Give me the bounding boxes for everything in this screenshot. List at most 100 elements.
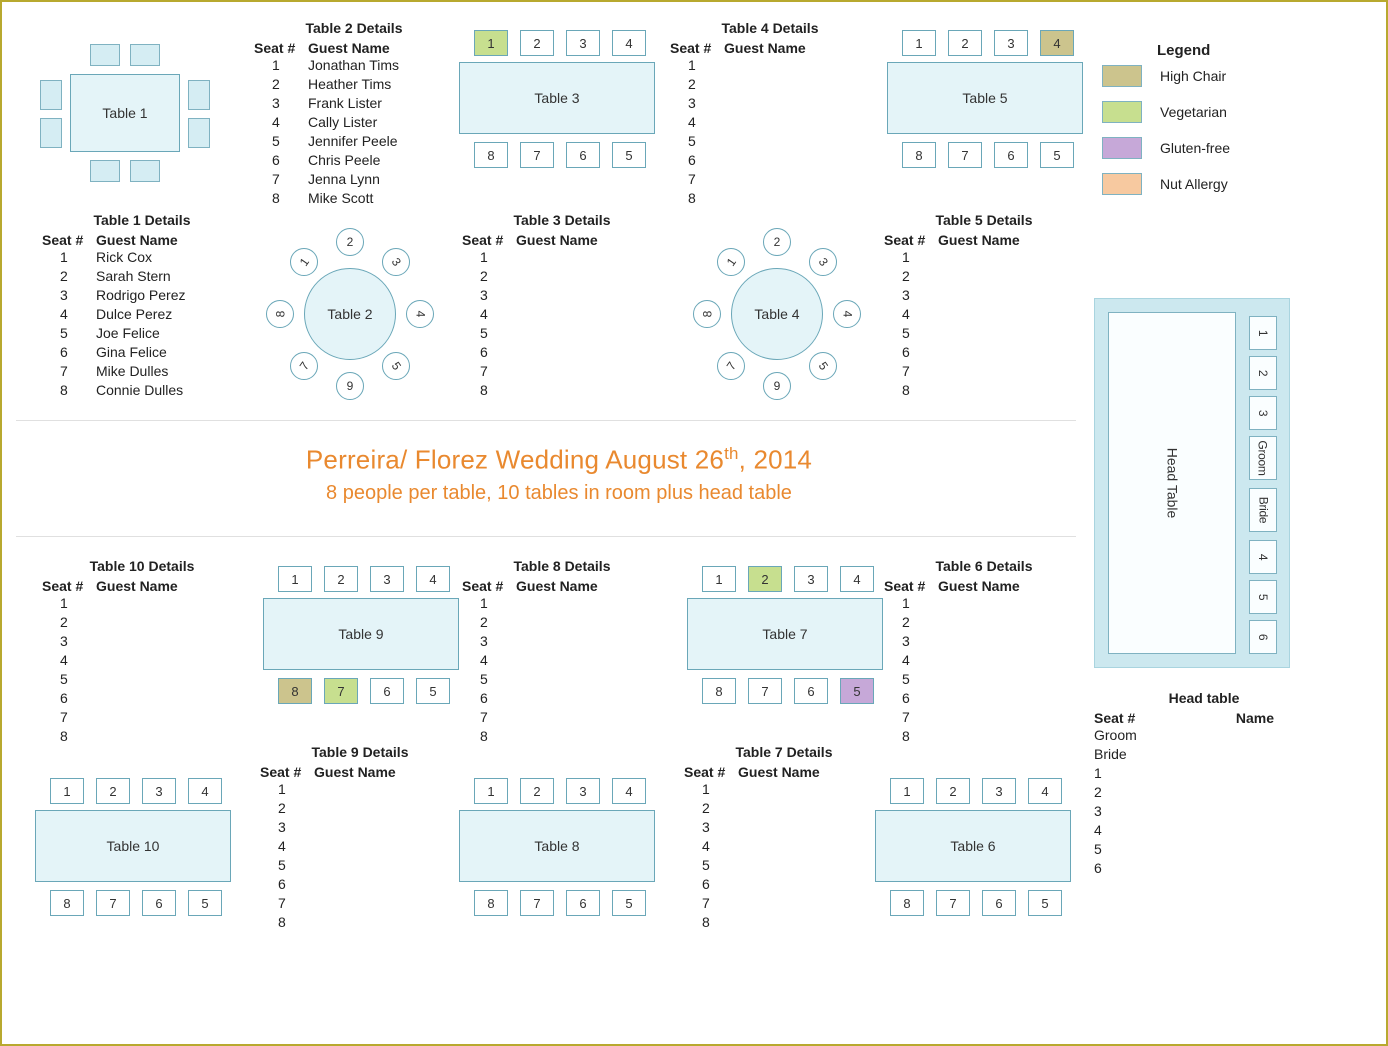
head-row: 1 bbox=[1094, 764, 1314, 783]
guest-rows: 12345678 bbox=[42, 594, 242, 746]
seat-5: 5 bbox=[809, 352, 837, 380]
guest-row: 4 bbox=[884, 651, 1084, 670]
seat-1: 1 bbox=[890, 778, 924, 804]
legend-label: Nut Allergy bbox=[1160, 176, 1228, 192]
guest-row: 7Jenna Lynn bbox=[254, 170, 454, 189]
event-title-main: Perreira/ Florez Wedding August 26th, 20… bbox=[44, 444, 1074, 476]
seat-5: 5 bbox=[1028, 890, 1062, 916]
guest-row: 2 bbox=[670, 75, 870, 94]
seat-3: 3 bbox=[809, 248, 837, 276]
seat-7: 7 bbox=[948, 142, 982, 168]
guest-rows: 12345678 bbox=[684, 780, 884, 932]
table-surface: Table 7 bbox=[687, 598, 883, 670]
table-9-details: Table 9 Details Seat # Guest Name 123456… bbox=[260, 744, 460, 932]
table-1-details: Table 1 Details Seat # Guest Name 1Rick … bbox=[42, 212, 242, 400]
guest-row: 3 bbox=[884, 286, 1084, 305]
guest-row: 5 bbox=[884, 670, 1084, 689]
table-4-graphic: Table 412345978 bbox=[687, 224, 867, 404]
seat-3: 3 bbox=[566, 778, 600, 804]
seat-3: 3 bbox=[994, 30, 1028, 56]
seat-8: 8 bbox=[702, 678, 736, 704]
guest-row: 6 bbox=[462, 343, 662, 362]
seat-6: 6 bbox=[982, 890, 1016, 916]
guest-row: 5 bbox=[462, 324, 662, 343]
table-surface: Table 9 bbox=[263, 598, 459, 670]
guest-rows: 12345678 bbox=[670, 56, 870, 208]
seat-7: 7 bbox=[520, 142, 554, 168]
guest-row: 3 bbox=[684, 818, 884, 837]
legend-label: Gluten-free bbox=[1160, 140, 1230, 156]
seat-8: 8 bbox=[266, 300, 294, 328]
seat-7: 7 bbox=[290, 352, 318, 380]
table-6-graphic: Table 612348765 bbox=[872, 770, 1082, 950]
guest-row: 3 bbox=[670, 94, 870, 113]
guest-row: 2 bbox=[42, 613, 242, 632]
guest-rows: 12345678 bbox=[462, 594, 662, 746]
guest-row: 8Connie Dulles bbox=[42, 381, 242, 400]
table-8-graphic: Table 812348765 bbox=[456, 770, 666, 950]
head-table-details: Head table Seat # Name GroomBride123456 bbox=[1094, 690, 1314, 878]
head-table-graphic: Head Table 123GroomBride456 bbox=[1094, 298, 1294, 668]
seat-3: 3 bbox=[370, 566, 404, 592]
guest-row: 8 bbox=[884, 381, 1084, 400]
guest-row: 1 bbox=[670, 56, 870, 75]
legend: Legend High ChairVegetarianGluten-freeNu… bbox=[1102, 42, 1352, 209]
guest-row: 5 bbox=[462, 670, 662, 689]
legend-row: Vegetarian bbox=[1102, 101, 1352, 123]
seat-8: 8 bbox=[902, 142, 936, 168]
seat-6: 6 bbox=[794, 678, 828, 704]
table-7-graphic: Table 712348765 bbox=[684, 558, 894, 738]
seat-4: 4 bbox=[416, 566, 450, 592]
seat-6: 6 bbox=[566, 890, 600, 916]
guest-row: 1 bbox=[462, 594, 662, 613]
seat-4: 4 bbox=[406, 300, 434, 328]
guest-row: 6Gina Felice bbox=[42, 343, 242, 362]
guest-row: 7 bbox=[462, 362, 662, 381]
guest-row: 7 bbox=[884, 708, 1084, 727]
seat-5: 5 bbox=[382, 352, 410, 380]
chair bbox=[40, 80, 62, 110]
details-header: Seat # Name bbox=[1094, 710, 1314, 726]
seat-2: 2 bbox=[763, 228, 791, 256]
details-title: Table 5 Details bbox=[884, 212, 1084, 228]
guest-row: 4Cally Lister bbox=[254, 113, 454, 132]
details-title: Head table bbox=[1094, 690, 1314, 706]
chair bbox=[90, 44, 120, 66]
seat-6: 6 bbox=[994, 142, 1028, 168]
seat-7: 7 bbox=[936, 890, 970, 916]
table-4-details: Table 4 Details Seat # Guest Name 123456… bbox=[670, 20, 870, 208]
guest-row: 5 bbox=[42, 670, 242, 689]
guest-row: 1Rick Cox bbox=[42, 248, 242, 267]
seat-8: 8 bbox=[693, 300, 721, 328]
guest-row: 4 bbox=[462, 651, 662, 670]
guest-row: 2 bbox=[884, 267, 1084, 286]
table-3-graphic: Table 312348765 bbox=[456, 22, 666, 202]
guest-row: 4 bbox=[684, 837, 884, 856]
guest-row: 2 bbox=[884, 613, 1084, 632]
details-title: Table 9 Details bbox=[260, 744, 460, 760]
guest-row: 5 bbox=[260, 856, 460, 875]
seat-6: 9 bbox=[763, 372, 791, 400]
seat-6: 6 bbox=[566, 142, 600, 168]
table-surface: Table 6 bbox=[875, 810, 1071, 882]
head-row: 6 bbox=[1094, 859, 1314, 878]
guest-row: 8 bbox=[42, 727, 242, 746]
head-seat: 6 bbox=[1249, 620, 1277, 654]
seat-3: 3 bbox=[794, 566, 828, 592]
table-1-surface: Table 1 bbox=[70, 74, 180, 152]
chair bbox=[188, 118, 210, 148]
legend-row: High Chair bbox=[1102, 65, 1352, 87]
table-surface: Table 4 bbox=[731, 268, 823, 360]
details-header: Seat # Guest Name bbox=[462, 232, 662, 248]
guest-row: 8 bbox=[684, 913, 884, 932]
seat-4: 4 bbox=[612, 30, 646, 56]
seat-5: 5 bbox=[188, 890, 222, 916]
event-title: Perreira/ Florez Wedding August 26th, 20… bbox=[44, 444, 1074, 524]
seat-6: 6 bbox=[142, 890, 176, 916]
guest-row: 8 bbox=[462, 381, 662, 400]
table-2-details: Table 2 Details Seat # Guest Name 1Jonat… bbox=[254, 20, 454, 208]
table-6-details: Table 6 Details Seat # Guest Name 123456… bbox=[884, 558, 1084, 746]
chair bbox=[90, 160, 120, 182]
table-10-details: Table 10 Details Seat # Guest Name 12345… bbox=[42, 558, 242, 746]
guest-row: 7 bbox=[684, 894, 884, 913]
